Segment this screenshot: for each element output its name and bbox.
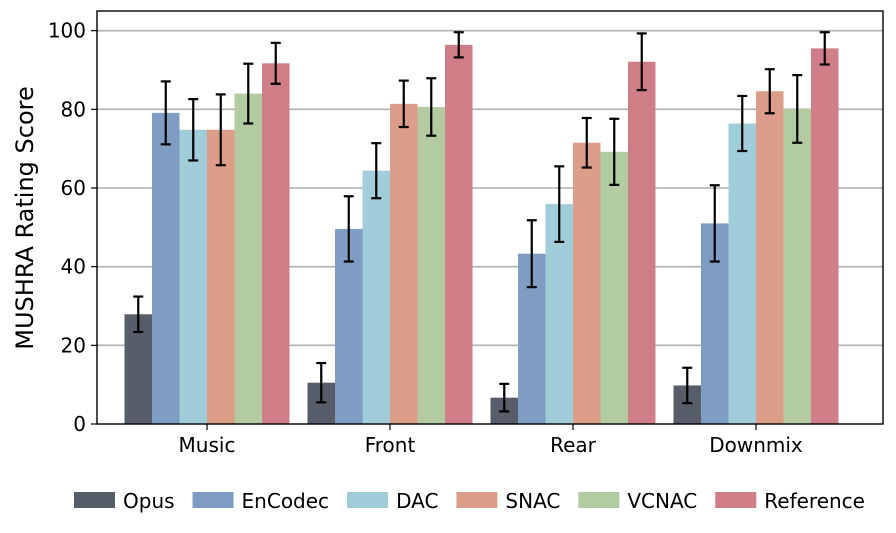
bar-snac-rear	[573, 142, 601, 424]
x-tick-label: Rear	[550, 433, 597, 457]
legend-label: EnCodec	[242, 489, 330, 513]
legend-swatch	[715, 492, 757, 508]
bar-dac-front	[362, 170, 390, 424]
plot-frame	[96, 10, 884, 425]
y-axis-title: MUSHRA Rating Score	[11, 86, 39, 350]
bar-vcnac-rear	[600, 151, 628, 424]
bar-encodec-music	[152, 112, 180, 424]
bar-reference-rear	[628, 61, 656, 425]
legend-swatch	[192, 492, 234, 508]
legend-item-vcnac: VCNAC	[578, 489, 697, 513]
legend-swatch	[74, 492, 115, 508]
legend-label: VCNAC	[627, 489, 697, 513]
legend-label: SNAC	[505, 489, 560, 513]
y-tick-label: 80	[61, 97, 86, 121]
legend-item-opus: Opus	[74, 489, 175, 513]
bar-reference-downmix	[811, 48, 839, 424]
legend-item-snac: SNAC	[456, 489, 560, 513]
y-tick-label: 100	[48, 19, 86, 43]
bar-vcnac-music	[234, 93, 262, 424]
y-tick-label: 40	[61, 255, 86, 279]
bar-snac-front	[390, 103, 418, 425]
bar-snac-music	[207, 129, 235, 424]
legend-label: Opus	[123, 489, 175, 513]
x-tick-label: Front	[365, 433, 416, 457]
bar-snac-downmix	[756, 91, 784, 425]
bar-dac-downmix	[728, 123, 756, 424]
legend-item-reference: Reference	[715, 489, 865, 513]
legend-label: Reference	[764, 489, 865, 513]
legend-label: DAC	[396, 489, 438, 513]
legend-item-encodec: EnCodec	[192, 489, 330, 513]
bar-reference-music	[262, 63, 290, 425]
legend-swatch	[456, 492, 498, 508]
bar-reference-front	[445, 44, 473, 425]
legend-swatch	[347, 492, 389, 508]
bar-vcnac-front	[417, 106, 445, 425]
y-tick-label: 20	[61, 333, 86, 357]
y-tick-label: 0	[73, 412, 86, 436]
y-tick-label: 60	[61, 176, 86, 200]
bars	[124, 44, 839, 425]
axes: 0 20 40 60 80 100 Music Front Rear Downmix	[48, 10, 884, 457]
bar-vcnac-downmix	[783, 108, 811, 424]
error-bars	[133, 31, 830, 413]
bar-dac-music	[179, 129, 207, 424]
legend-swatch	[578, 492, 620, 508]
x-tick-label: Music	[179, 433, 236, 457]
legend: Opus EnCodec DAC SNAC VCNAC Reference	[74, 489, 865, 513]
x-tick-label: Downmix	[709, 433, 803, 457]
legend-item-dac: DAC	[347, 489, 438, 513]
